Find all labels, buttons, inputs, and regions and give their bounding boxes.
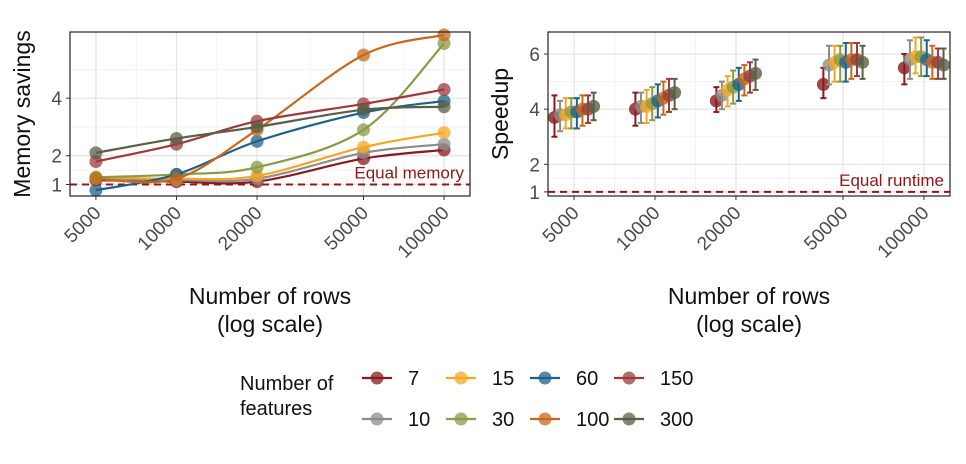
x-tick-label: 5000 xyxy=(539,203,584,248)
legend-item-label: 15 xyxy=(492,368,514,390)
x-tick-label: 100000 xyxy=(394,203,454,263)
y-tick-label: 1 xyxy=(51,175,62,196)
legend-item-label: 150 xyxy=(660,368,693,390)
legend-item-30: 30 xyxy=(446,409,514,431)
legend-key-point xyxy=(622,412,636,426)
data-point-60 xyxy=(250,134,264,148)
legend-item-300: 300 xyxy=(614,409,693,431)
legend-title-line: Number of xyxy=(240,373,334,395)
data-point-300 xyxy=(587,99,601,113)
x-tick-label: 50000 xyxy=(800,203,852,255)
x-tick-label: 100000 xyxy=(874,203,934,263)
data-point-100 xyxy=(169,172,183,186)
x-tick-label: 20000 xyxy=(214,203,266,255)
data-point-300 xyxy=(937,58,951,72)
legend-key-point xyxy=(454,412,468,426)
legend-item-7: 7 xyxy=(362,368,419,390)
x-axis-title-line: Number of rows xyxy=(189,283,351,309)
data-point-100 xyxy=(89,172,103,186)
data-point-300 xyxy=(749,66,763,80)
y-tick-label: 2 xyxy=(51,147,62,168)
plot-border xyxy=(69,31,471,197)
legend-item-100: 100 xyxy=(530,409,609,431)
x-axis-title-line: Number of rows xyxy=(668,283,830,309)
legend: Number of features 7 10 15 30 60 100 150 300 xyxy=(240,368,693,431)
x-tick-label: 20000 xyxy=(693,203,745,255)
x-axis-title-line: (log scale) xyxy=(217,311,323,337)
y-tick-label: 4 xyxy=(51,89,62,110)
plot-border xyxy=(547,31,951,197)
x-axis-title: Number of rows (log scale) xyxy=(189,283,351,337)
legend-item-label: 60 xyxy=(576,368,598,390)
panel-1: 1 2 4 5000 10000 20000 50000 100000 Equal memory… xyxy=(9,28,471,337)
y-tick-label: 6 xyxy=(529,45,540,66)
data-point-150 xyxy=(437,83,451,97)
legend-key-point xyxy=(538,371,552,385)
legend-key-point xyxy=(370,412,384,426)
data-point-7 xyxy=(816,77,830,91)
data-point-300 xyxy=(437,100,451,114)
data-point-30 xyxy=(250,160,264,174)
legend-item-label: 7 xyxy=(408,368,419,390)
data-point-100 xyxy=(437,28,451,42)
data-point-300 xyxy=(357,103,371,117)
legend-item-15: 15 xyxy=(446,368,514,390)
legend-title-line: features xyxy=(240,398,312,420)
data-point-100 xyxy=(357,48,371,62)
legend-item-label: 30 xyxy=(492,409,514,431)
legend-item-label: 10 xyxy=(408,409,430,431)
legend-item-label: 100 xyxy=(576,409,609,431)
legend-item-150: 150 xyxy=(614,368,693,390)
legend-key-point xyxy=(622,371,636,385)
y-axis-title: Speedup xyxy=(487,68,513,160)
x-tick-label: 10000 xyxy=(134,203,186,255)
panel-2: 1 2 4 6 5000 10000 20000 50000 100000 Equal runti… xyxy=(487,31,951,337)
x-tick-label: 50000 xyxy=(321,203,373,255)
data-point-15 xyxy=(437,126,451,140)
data-point-300 xyxy=(250,120,264,134)
legend-item-10: 10 xyxy=(362,409,430,431)
data-point-300 xyxy=(169,131,183,145)
y-axis-title: Memory savings xyxy=(9,30,35,197)
data-point-15 xyxy=(357,140,371,154)
reference-line-label: Equal runtime xyxy=(839,171,944,190)
reference-line-label: Equal memory xyxy=(354,163,464,182)
y-tick-label: 1 xyxy=(529,183,540,204)
legend-key-point xyxy=(454,371,468,385)
y-tick-label: 4 xyxy=(529,100,540,121)
x-tick-label: 10000 xyxy=(612,203,664,255)
data-point-30 xyxy=(357,123,371,137)
x-tick-label: 5000 xyxy=(61,203,106,248)
legend-title: Number of features xyxy=(240,373,334,420)
y-tick-label: 2 xyxy=(529,155,540,176)
x-axis-title: Number of rows (log scale) xyxy=(668,283,830,337)
data-point-300 xyxy=(856,55,870,69)
data-point-10 xyxy=(437,137,451,151)
legend-key-point xyxy=(538,412,552,426)
data-point-60 xyxy=(89,183,103,197)
x-axis-title-line: (log scale) xyxy=(696,311,802,337)
legend-item-60: 60 xyxy=(530,368,598,390)
legend-item-label: 300 xyxy=(660,409,693,431)
legend-key-point xyxy=(370,371,384,385)
data-point-300 xyxy=(89,146,103,160)
data-point-300 xyxy=(668,86,682,100)
